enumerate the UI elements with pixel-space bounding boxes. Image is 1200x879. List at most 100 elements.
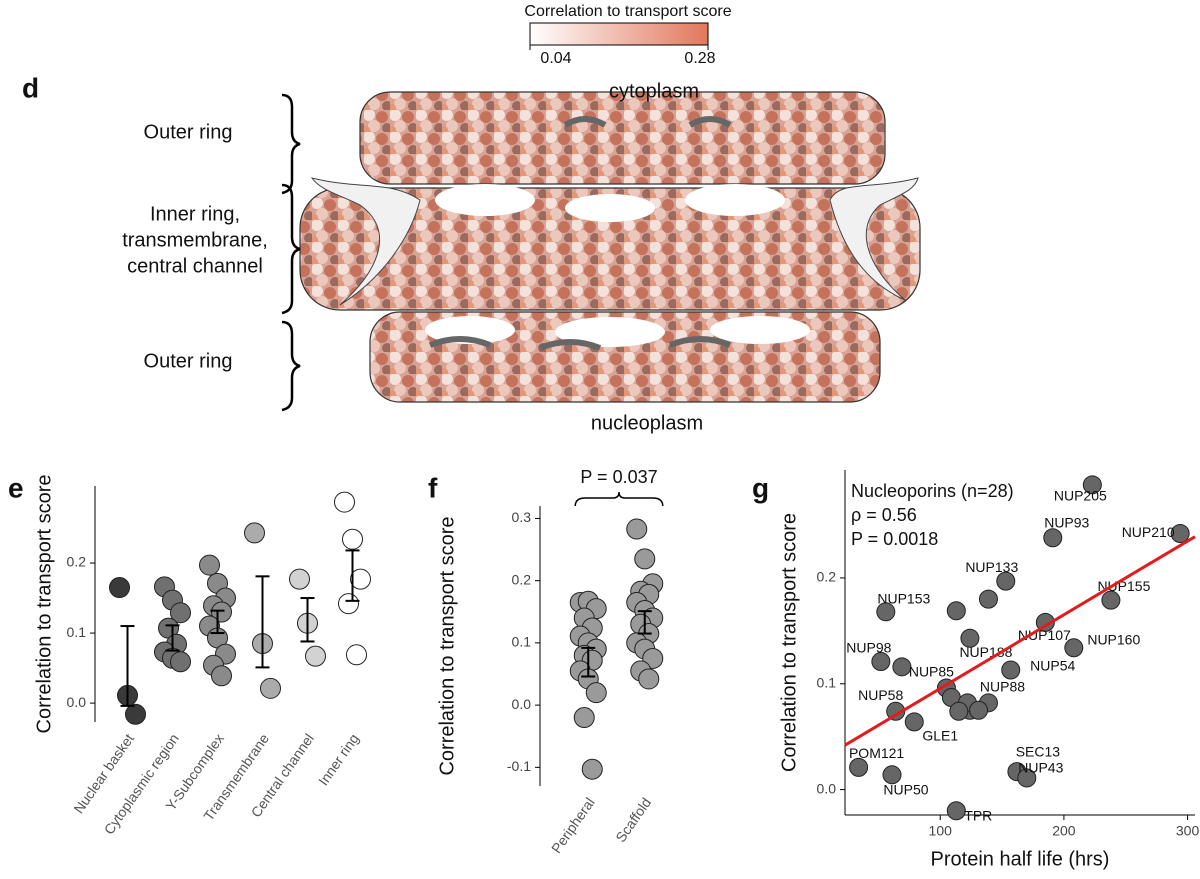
- point-label: NUP85: [909, 664, 954, 680]
- y-tick-label: 0.0: [67, 694, 87, 710]
- panel-label: e: [8, 472, 24, 503]
- p-value: P = 0.037: [580, 467, 657, 487]
- data-point: [1170, 523, 1190, 543]
- data-point: [1001, 660, 1021, 680]
- region-label: Outer ring: [144, 121, 233, 143]
- y-tick-label: 0.0: [512, 696, 532, 712]
- data-point: [125, 703, 146, 725]
- data-point: [876, 602, 896, 622]
- data-point: [338, 593, 359, 615]
- colorbar-ticks: 0.04 0.28: [529, 45, 716, 67]
- data-point: [626, 518, 648, 540]
- data-point: [342, 528, 363, 550]
- point-label: TPR: [964, 807, 992, 823]
- data-point: [960, 628, 980, 648]
- point-label: NUP210: [1122, 524, 1175, 540]
- data-point: [305, 645, 326, 667]
- point-label: NUP160: [1087, 631, 1140, 647]
- y-axis-label: Correlation to transport score: [436, 516, 458, 775]
- y-tick-label: -0.1: [507, 758, 531, 774]
- point-label: NUP153: [877, 591, 930, 607]
- data-point: [211, 665, 232, 687]
- data-point: [260, 677, 281, 699]
- colorbar-title: Correlation to transport score: [524, 3, 731, 20]
- point-label: NUP133: [965, 559, 1018, 575]
- data-point: [1017, 768, 1037, 788]
- data-point: [170, 602, 191, 624]
- data-point: [946, 601, 966, 621]
- data-point: [109, 577, 130, 599]
- region-label: central channel: [127, 255, 263, 277]
- top-label: cytoplasm: [609, 80, 699, 102]
- trend-line: [844, 535, 1196, 747]
- annotation: P = 0.0018: [851, 529, 938, 549]
- point-label: NUP155: [1097, 578, 1150, 594]
- pore-structure: [299, 91, 921, 403]
- data-point: [634, 548, 656, 570]
- point-label: NUP98: [846, 639, 891, 655]
- x-tick-label: 300: [1176, 823, 1200, 839]
- data-point: [1101, 590, 1121, 610]
- data-point: [573, 707, 595, 729]
- y-tick-label: 0.1: [67, 624, 87, 640]
- colorbar: [529, 22, 709, 46]
- data-point: [289, 568, 310, 590]
- y-axis-label: Correlation to transport score: [33, 474, 55, 733]
- point-label: GLE1: [922, 728, 958, 744]
- bottom-label: nucleoplasm: [591, 412, 703, 434]
- y-tick-label: 0.1: [817, 674, 837, 690]
- data-point: [581, 758, 603, 780]
- y-tick-label: 0.3: [512, 509, 532, 525]
- x-tick-label: Scaffold: [612, 795, 654, 845]
- data-point: [350, 568, 371, 590]
- colorbar-tick-label: 0.04: [540, 50, 571, 67]
- data-point: [904, 712, 924, 732]
- y-tick-label: 0.2: [512, 571, 532, 587]
- x-tick-label: 100: [929, 823, 953, 839]
- point-label: SEC13: [1016, 743, 1061, 759]
- point-label: NUP54: [1030, 658, 1075, 674]
- data-point: [946, 801, 966, 821]
- data-point: [1043, 528, 1063, 548]
- data-point: [638, 668, 660, 690]
- data-point: [346, 644, 367, 666]
- x-tick-label: 200: [1052, 823, 1076, 839]
- data-point: [949, 701, 969, 721]
- data-point: [882, 765, 902, 785]
- x-tick-label: Peripheral: [548, 795, 598, 856]
- data-point: [871, 652, 891, 672]
- y-tick-label: 0.2: [817, 569, 837, 585]
- y-tick-label: 0.0: [817, 780, 837, 796]
- panel-label: d: [22, 72, 39, 103]
- point-label: NUP88: [980, 679, 1025, 695]
- point-label: NUP205: [1054, 488, 1107, 504]
- data-point: [1064, 638, 1084, 658]
- region-label: Outer ring: [144, 350, 233, 372]
- annotation: Nucleoporins (n=28): [851, 481, 1014, 501]
- point-label: POM121: [849, 745, 904, 761]
- data-point: [978, 589, 998, 609]
- region-label: Inner ring,: [150, 203, 240, 225]
- braces: [281, 93, 301, 412]
- plots: 0.0 0.1 0.2 Correlation to transport score e…: [8, 467, 1199, 871]
- panel-label: f: [428, 472, 438, 503]
- data-point: [244, 522, 265, 544]
- point-label: NUP107: [1018, 627, 1071, 643]
- bracket: [574, 491, 664, 507]
- point-label: NUP93: [1044, 514, 1089, 530]
- data-point: [849, 757, 869, 777]
- colorbar-tick-label: 0.28: [684, 50, 715, 67]
- point-label: NUP50: [883, 781, 928, 797]
- data-point: [334, 491, 355, 513]
- x-axis-label: Protein half life (hrs): [931, 848, 1110, 870]
- data-point: [996, 571, 1016, 591]
- x-tick-label: Inner ring: [315, 731, 362, 789]
- data-point: [199, 554, 220, 576]
- data-point: [585, 682, 607, 704]
- y-axis-label: Correlation to transport score: [778, 513, 800, 772]
- point-label: NUP188: [959, 644, 1012, 660]
- point-label: NUP58: [858, 687, 903, 703]
- y-tick-label: 0.1: [512, 634, 532, 650]
- panel-label: g: [752, 472, 769, 503]
